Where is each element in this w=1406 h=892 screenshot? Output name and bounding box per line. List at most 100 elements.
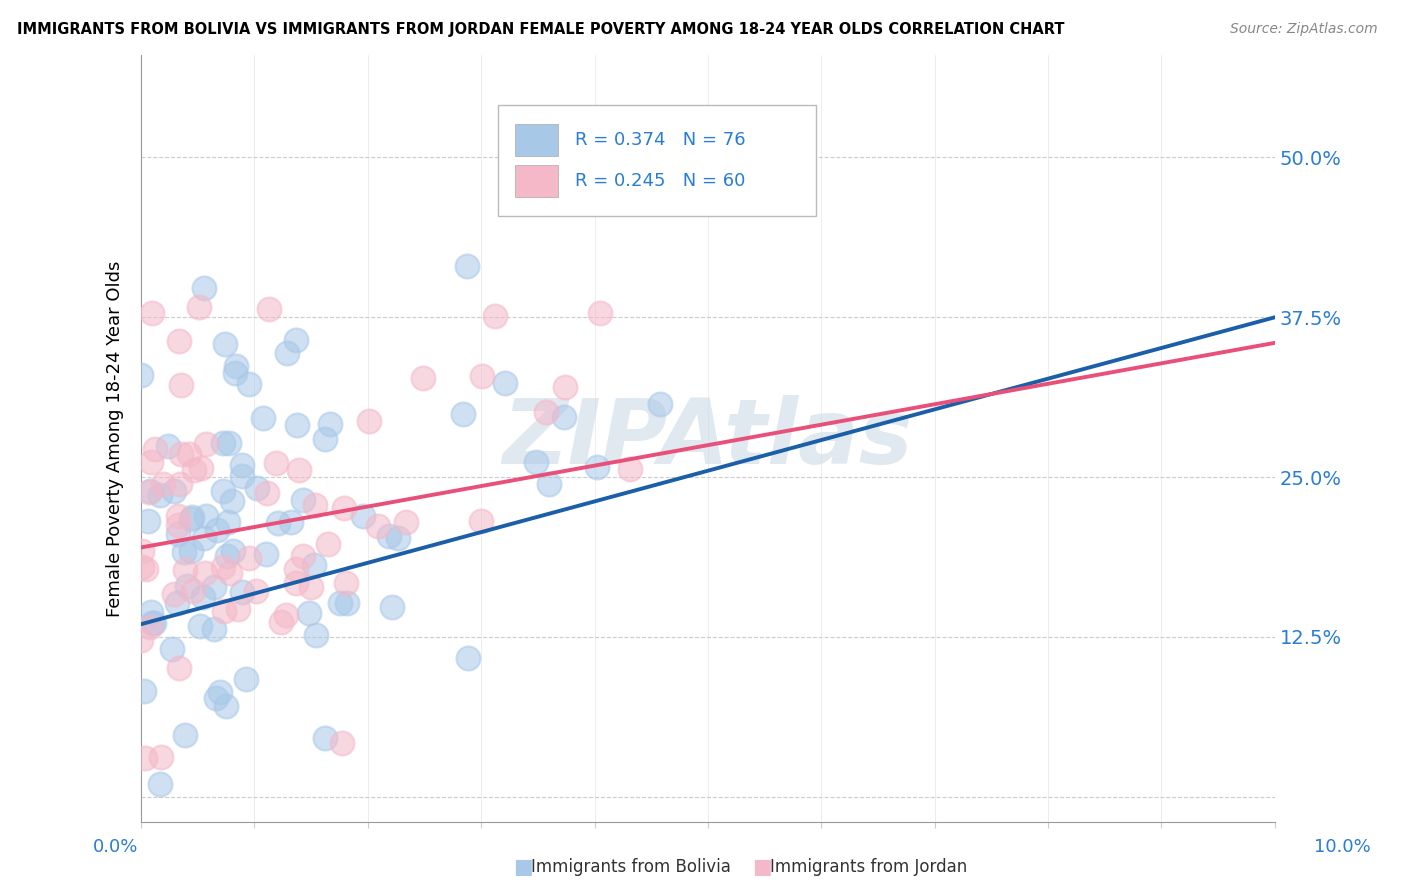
Point [470,514,492,528]
Point [214,337,236,351]
Point [285,418,308,433]
Point [329,596,352,610]
Point [167,517,190,532]
Text: ZIPAtlas: ZIPAtlas [502,395,914,483]
Point [202,622,225,636]
Point [284,333,307,347]
Point [143,442,166,456]
Point [524,455,547,469]
Point [553,409,575,424]
Point [149,488,172,502]
Point [224,366,246,380]
Point [150,750,173,764]
Point [152,476,174,491]
Point [221,493,243,508]
Text: 10.0%: 10.0% [1315,838,1371,856]
Point [169,476,191,491]
Point [387,531,409,545]
Point [231,584,253,599]
Point [494,376,516,390]
Point [270,615,292,630]
Point [204,690,226,705]
Point [180,512,202,526]
Point [252,410,274,425]
Point [235,672,257,686]
Point [332,736,354,750]
Text: ■: ■ [752,857,772,877]
Point [246,481,269,495]
Point [276,608,298,623]
Point [134,751,156,765]
Point [131,543,153,558]
Point [304,498,326,512]
Point [139,455,162,469]
Point [179,447,201,461]
Point [257,302,280,317]
Point [336,596,359,610]
Point [193,281,215,295]
Point [134,683,156,698]
Point [183,584,205,599]
Point [222,544,245,558]
Point [214,604,236,618]
Point [456,260,478,274]
Point [170,447,193,461]
Point [264,456,287,470]
Point [190,461,212,475]
Point [173,545,195,559]
Point [231,458,253,472]
Point [176,579,198,593]
Point [231,468,253,483]
Point [183,463,205,477]
Point [169,334,191,348]
Point [254,547,277,561]
Point [219,566,242,581]
Point [292,493,315,508]
Point [202,580,225,594]
Point [174,728,197,742]
Point [215,549,238,563]
Point [287,463,309,477]
Point [586,460,609,475]
Text: 0.0%: 0.0% [93,838,138,856]
Point [316,537,339,551]
Point [335,576,357,591]
Point [139,484,162,499]
Point [193,531,215,545]
Point [285,561,308,575]
Point [218,436,240,450]
Point [256,485,278,500]
Point [141,616,163,631]
Point [194,437,217,451]
Point [129,368,152,383]
Text: ■: ■ [513,857,533,877]
Point [162,642,184,657]
Point [212,435,235,450]
Point [166,526,188,541]
Point [149,777,172,791]
Point [195,509,218,524]
Point [367,519,389,533]
Point [188,618,211,632]
Text: Source: ZipAtlas.com: Source: ZipAtlas.com [1230,22,1378,37]
Point [208,684,231,698]
Point [395,515,418,529]
Point [129,632,152,647]
Point [217,515,239,529]
Point [238,550,260,565]
Point [157,439,180,453]
Point [191,591,214,605]
Text: R = 0.245   N = 60: R = 0.245 N = 60 [575,172,745,190]
Point [484,309,506,323]
Point [193,566,215,580]
Point [377,529,399,543]
Point [537,477,560,491]
Point [357,414,380,428]
Point [314,433,336,447]
Point [302,558,325,573]
Point [314,731,336,745]
Text: IMMIGRANTS FROM BOLIVIA VS IMMIGRANTS FROM JORDAN FEMALE POVERTY AMONG 18-24 YEA: IMMIGRANTS FROM BOLIVIA VS IMMIGRANTS FR… [17,22,1064,37]
Point [534,405,557,419]
Point [238,376,260,391]
Point [554,380,576,394]
